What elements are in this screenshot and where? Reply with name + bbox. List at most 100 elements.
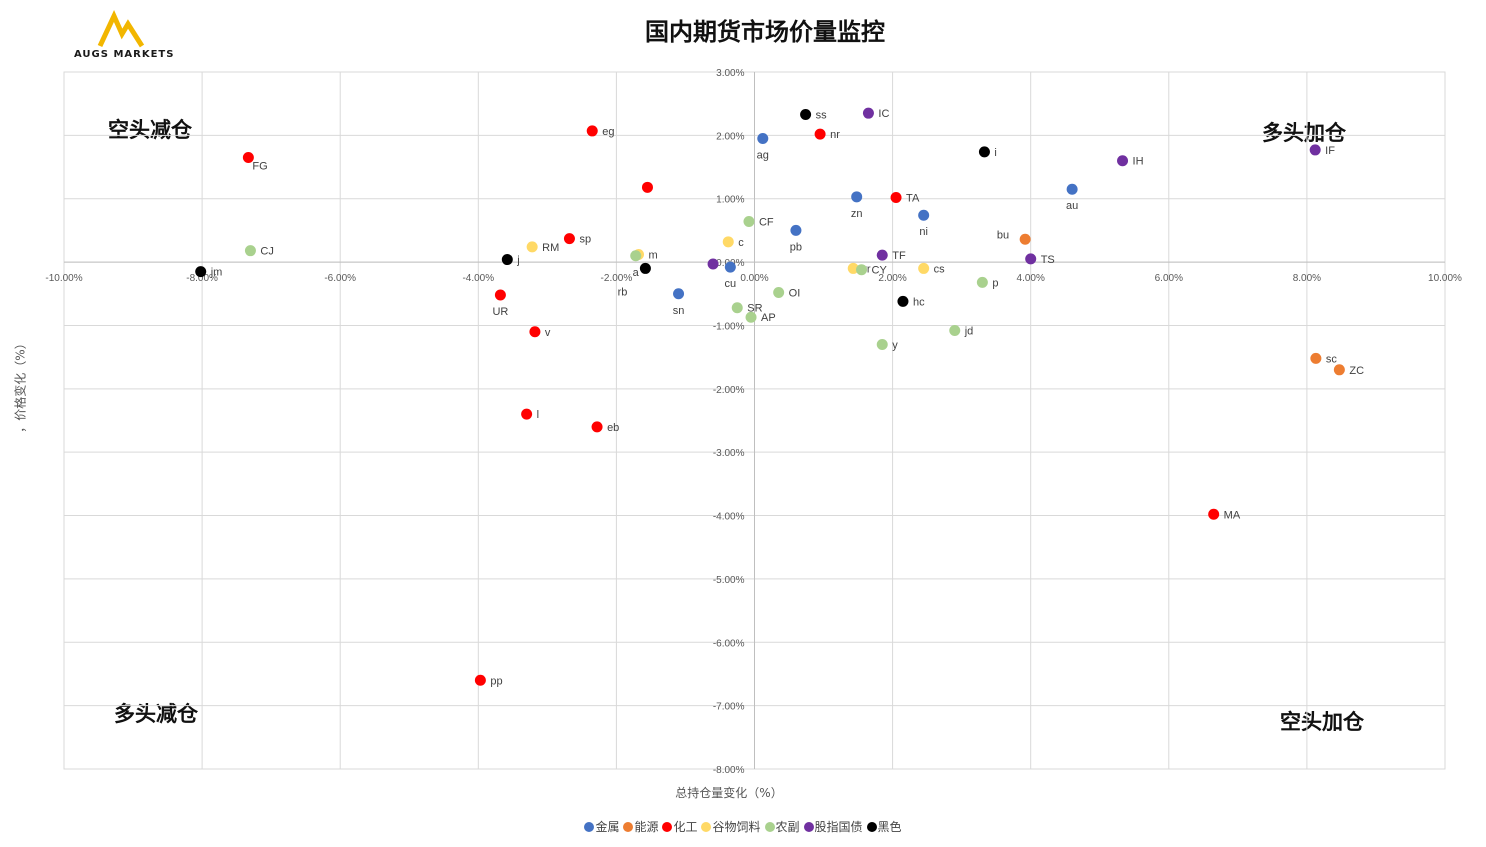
x-tick-label: 10.00%	[1428, 273, 1462, 284]
data-point	[494, 289, 506, 301]
data-point	[814, 128, 826, 140]
data-point	[731, 302, 743, 314]
data-label: pb	[790, 241, 802, 253]
legend-item: 农副	[764, 818, 800, 835]
legend-label: 金属	[595, 820, 620, 834]
legend-marker	[584, 822, 595, 832]
data-label: l	[537, 409, 539, 421]
data-point	[862, 107, 874, 119]
data-label: IH	[1133, 156, 1144, 168]
data-point	[501, 254, 513, 266]
y-tick-label: 3.00%	[716, 68, 744, 79]
legend-item: 能源	[623, 818, 658, 835]
y-tick-label: -8.00%	[713, 765, 745, 776]
data-label: au	[1066, 200, 1078, 212]
legend-marker	[764, 822, 775, 832]
data-label: cu	[725, 278, 737, 290]
data-label: IF	[1325, 145, 1335, 157]
data-point	[847, 262, 859, 274]
quadrant-label-top-right: 多头加仓	[1262, 121, 1346, 145]
logo-text: AUGS MARKETS	[74, 49, 175, 60]
augs-markets-logo	[97, 9, 145, 48]
data-label: TF	[892, 250, 906, 262]
data-label: OI	[789, 288, 801, 300]
data-point	[976, 276, 988, 288]
data-point	[673, 288, 685, 300]
data-label: ss	[816, 109, 828, 121]
data-point	[591, 421, 603, 433]
data-label: SR	[747, 303, 762, 315]
data-label: cs	[934, 263, 946, 275]
data-point	[724, 261, 736, 273]
data-label: CJ	[260, 246, 273, 258]
data-point	[526, 241, 538, 253]
data-label: nr	[830, 129, 840, 141]
x-tick-label: 8.00%	[1293, 273, 1321, 284]
data-label: AP	[761, 312, 776, 324]
legend-marker	[623, 822, 634, 832]
legend-marker	[866, 822, 877, 832]
x-tick-label: 2.00%	[878, 273, 906, 284]
data-label: v	[545, 327, 551, 339]
data-point	[745, 311, 757, 323]
chart-title: 国内期货市场价量监控	[645, 18, 885, 46]
data-label: bu	[997, 229, 1009, 241]
data-label: zn	[851, 208, 863, 220]
data-point	[851, 191, 863, 203]
data-label: m	[648, 249, 657, 261]
data-label: hc	[913, 296, 925, 308]
data-point	[743, 216, 755, 228]
data-label: ZC	[1349, 365, 1364, 377]
quadrant-label-bottom-right: 空头加仓	[1280, 710, 1364, 734]
data-point	[949, 325, 961, 337]
data-label: y	[892, 339, 898, 351]
data-point	[800, 108, 812, 120]
y-tick-label: -7.00%	[713, 702, 745, 713]
data-point	[707, 258, 719, 270]
data-label: ag	[757, 150, 769, 162]
data-label: rb	[618, 286, 628, 298]
data-label: FG	[252, 161, 267, 173]
y-tick-label: -1.00%	[713, 321, 745, 332]
data-point	[641, 181, 653, 193]
legend-item: 股指国债	[803, 818, 863, 835]
data-point	[790, 224, 802, 236]
data-label: sn	[673, 305, 685, 317]
y-tick-label: -2.00%	[713, 385, 745, 396]
data-label: jm	[210, 267, 223, 279]
y-tick-label: -5.00%	[713, 575, 745, 586]
data-label: eb	[607, 422, 619, 434]
data-point	[876, 338, 888, 350]
data-point	[529, 326, 541, 338]
legend: 金属 能源 化工 谷物饲料 农副 股指国债 黑色	[0, 818, 1486, 835]
x-tick-label: -6.00%	[324, 273, 356, 284]
legend-label: 能源	[634, 820, 659, 834]
legend-item: 化工	[662, 818, 697, 835]
x-tick-label: -4.00%	[462, 273, 494, 284]
y-tick-label: 2.00%	[716, 131, 744, 142]
quadrant-label-top-left: 空头减仓	[108, 118, 192, 142]
legend-item: 黑色	[866, 818, 902, 835]
data-point	[1208, 508, 1220, 520]
legend-label: 化工	[673, 820, 698, 834]
data-point	[242, 152, 254, 164]
data-label: p	[992, 277, 998, 289]
data-point	[586, 125, 598, 137]
data-label: TS	[1041, 254, 1055, 266]
legend-marker	[803, 822, 814, 832]
data-point	[630, 250, 642, 262]
data-label: CF	[759, 217, 774, 229]
data-point	[757, 133, 769, 145]
data-label: c	[738, 237, 744, 249]
legend-label: 谷物饲料	[712, 820, 761, 834]
data-point	[918, 209, 930, 221]
data-point	[856, 264, 868, 276]
x-tick-label: -10.00%	[45, 273, 82, 284]
x-tick-label: -8.00%	[186, 273, 218, 284]
legend-label: 农副	[775, 820, 800, 834]
data-label: j	[516, 255, 519, 267]
data-label: i	[994, 147, 996, 159]
data-point	[244, 245, 256, 257]
data-point	[890, 191, 902, 203]
